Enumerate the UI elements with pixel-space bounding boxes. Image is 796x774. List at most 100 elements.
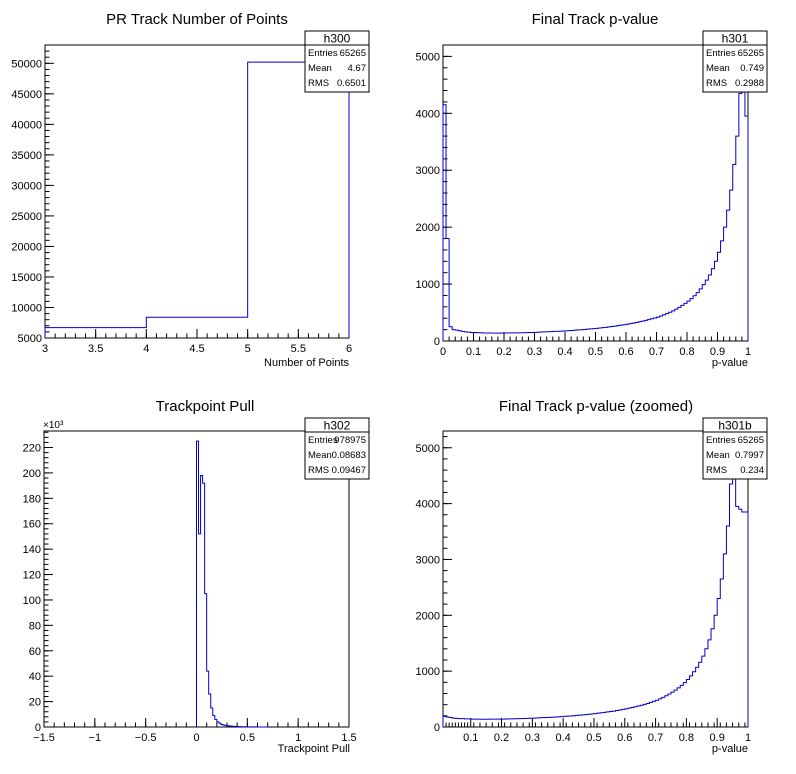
- x-tick-label: 0.1: [466, 346, 481, 358]
- stats-label: Mean: [308, 63, 332, 74]
- stats-box: h301 Entries 65265 Mean 0.749 RMS 0.2988: [702, 30, 768, 93]
- y-tick-label: 3000: [416, 165, 440, 177]
- y-tick-label: 35000: [11, 150, 42, 162]
- x-tick-label: 0.2: [494, 732, 509, 744]
- x-tick-label: 0.9: [710, 346, 725, 358]
- histogram-panel-h301b: Final Track p-value (zoomed) 0.1 0.2 0.3 0.…: [416, 398, 768, 755]
- stats-value: 65265: [340, 48, 366, 59]
- stats-value: 0.2988: [735, 78, 764, 89]
- stats-label: Mean: [308, 450, 332, 461]
- x-tick-label: 4: [143, 343, 149, 355]
- y-tick-label: 0: [434, 336, 440, 348]
- axes: 0.1 0.2 0.3 0.4 0.5 0.6 0.7 0.8 0.9 1 0 1000 2000 300…: [416, 430, 751, 744]
- stats-label: Entries: [308, 48, 338, 59]
- y-tick-label: 80: [29, 620, 41, 632]
- y-tick-label: 100: [23, 595, 41, 607]
- x-axis-label: Trackpoint Pull: [278, 743, 350, 755]
- x-tick-label: 1: [745, 346, 751, 358]
- x-tick-label: 0.5: [588, 346, 603, 358]
- y-tick-label: 20000: [11, 241, 42, 253]
- histogram-line: [196, 440, 269, 728]
- chart-title: Final Track p-value: [532, 11, 659, 28]
- x-axis-label: Number of Points: [264, 357, 349, 369]
- x-tick-label: 0.5: [240, 732, 255, 744]
- y-tick-label: 40: [29, 671, 41, 683]
- y-tick-label: 5000: [416, 51, 440, 63]
- plot-frame: [442, 44, 749, 342]
- histogram-line: [442, 475, 749, 727]
- x-tick-label: −1.5: [33, 732, 55, 744]
- y-tick-label: 0: [35, 722, 41, 734]
- x-tick-label: 0.8: [679, 732, 694, 744]
- chart-title: Trackpoint Pull: [156, 398, 255, 415]
- stats-box-frame: [702, 30, 768, 93]
- x-tick-label: 0.3: [525, 732, 540, 744]
- stats-name: h300: [324, 32, 351, 46]
- x-tick-label: 0.2: [496, 346, 511, 358]
- x-tick-label: 1: [745, 732, 751, 744]
- x-tick-label: 5.5: [291, 343, 306, 355]
- y-tick-label: 160: [23, 519, 41, 531]
- plot-frame: [44, 44, 350, 339]
- y-tick-label: 15000: [11, 272, 42, 284]
- plot-frame: [442, 430, 749, 728]
- x-tick-label: 4.5: [189, 343, 204, 355]
- histogram-panel-h301: Final Track p-value 0 0.1 0.2 0.3 0.4 0.5 0.6 0…: [416, 11, 768, 369]
- x-tick-label: 0.6: [617, 732, 632, 744]
- y-tick-label: 200: [23, 468, 41, 480]
- y-tick-label: 0: [434, 722, 440, 734]
- y-tick-label: 4000: [416, 108, 440, 120]
- x-tick-label: 0.3: [527, 346, 542, 358]
- stats-label: Mean: [706, 450, 730, 461]
- stats-box-frame: [304, 30, 370, 93]
- x-tick-label: 0.8: [679, 346, 694, 358]
- stats-label: RMS: [308, 78, 329, 89]
- x-axis-label: p-value: [712, 743, 748, 755]
- histogram-line: [44, 61, 350, 338]
- x-tick-label: 0.4: [556, 732, 571, 744]
- stats-box: h301b Entries 65265 Mean 0.7997 RMS 0.234: [702, 417, 768, 480]
- stats-value: 0.09467: [332, 465, 366, 476]
- x-tick-label: 6: [346, 343, 352, 355]
- stats-name: h301b: [718, 419, 752, 433]
- stats-value: 0.08683: [332, 450, 366, 461]
- y-multiplier: ×10³: [43, 420, 64, 431]
- x-tick-label: 0.5: [586, 732, 601, 744]
- y-tick-label: 4000: [416, 499, 440, 511]
- chart-title: Final Track p-value (zoomed): [499, 398, 693, 415]
- y-tick-label: 5000: [416, 443, 440, 455]
- stats-name: h302: [324, 419, 351, 433]
- y-tick-label: 40000: [11, 119, 42, 131]
- x-tick-label: 0.7: [648, 732, 663, 744]
- x-tick-label: 0.6: [618, 346, 633, 358]
- x-tick-label: 0.7: [649, 346, 664, 358]
- x-tick-label: −0.5: [135, 732, 157, 744]
- x-tick-label: 3.5: [88, 343, 103, 355]
- stats-value: 65265: [738, 48, 764, 59]
- stats-value: 978975: [334, 435, 366, 446]
- stats-value: 0.7997: [735, 450, 764, 461]
- y-tick-label: 60: [29, 646, 41, 658]
- y-tick-label: 1000: [416, 279, 440, 291]
- stats-box-frame: [304, 417, 370, 480]
- stats-box: h300 Entries 65265 Mean 4.67 RMS 0.6501: [304, 30, 370, 93]
- stats-label: Entries: [706, 48, 736, 59]
- y-tick-label: 2000: [416, 610, 440, 622]
- y-tick-label: 1000: [416, 666, 440, 678]
- histogram-panel-h302: Trackpoint Pull −1.5 −1 −0.5 0 0.5 1 1.5 0 20 40 6…: [23, 398, 370, 755]
- x-tick-label: 1: [295, 732, 301, 744]
- y-tick-label: 50000: [11, 58, 42, 70]
- stats-value: 4.67: [348, 63, 367, 74]
- histogram-panel-h300: PR Track Number of Points 3 3.5 4 4.5 5 5.5 65…: [11, 11, 370, 369]
- y-tick-label: 20: [29, 697, 41, 709]
- y-tick-label: 30000: [11, 180, 42, 192]
- axes: 0 0.1 0.2 0.3 0.4 0.5 0.6 0.7 0.8 0.9 1 0 1000 2000 30…: [416, 44, 751, 358]
- axes: 3 3.5 4 4.5 5 5.5 6 5000 10000 15000 20000 25000 300…: [11, 44, 352, 355]
- y-tick-label: 45000: [11, 89, 42, 101]
- y-tick-label: 10000: [11, 302, 42, 314]
- x-tick-label: 1.5: [341, 732, 356, 744]
- stats-value: 0.749: [740, 63, 764, 74]
- x-tick-label: 5: [245, 343, 251, 355]
- x-tick-label: 0.9: [710, 732, 725, 744]
